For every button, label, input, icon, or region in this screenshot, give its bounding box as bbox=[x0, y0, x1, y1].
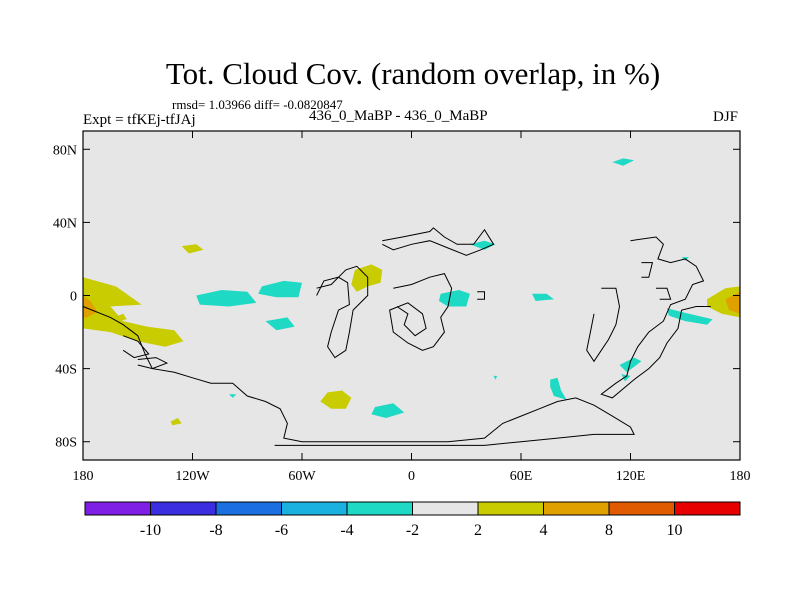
x-tick-label-4: 60E bbox=[510, 469, 533, 484]
coastline-8 bbox=[586, 287, 621, 363]
anomaly-region-10 bbox=[258, 280, 302, 298]
colorbar-bin-4 bbox=[346, 501, 413, 516]
colorbar-bin-9 bbox=[674, 501, 741, 516]
map-subtitle: 436_0_MaBP - 436_0_MaBP bbox=[309, 108, 488, 124]
coastline-10 bbox=[477, 291, 485, 300]
anomaly-region-22 bbox=[493, 375, 498, 380]
anomaly-region-8 bbox=[725, 291, 740, 314]
y-axis: 80N 40N 0 40S 80S bbox=[53, 143, 740, 451]
coastline-4 bbox=[382, 227, 495, 256]
anomaly-region-11 bbox=[265, 317, 295, 331]
x-tick-label-3: 0 bbox=[408, 469, 415, 484]
colorbar-bin-8 bbox=[608, 501, 675, 516]
stats-line: rmsd= 1.03966 diff= -0.0820847 bbox=[172, 97, 343, 112]
colorbar-label-4: -2 bbox=[406, 522, 419, 539]
anomaly-region-6 bbox=[351, 264, 383, 292]
anomaly-region-19 bbox=[619, 357, 642, 373]
experiment-label: Expt = tfKEj-tfJAj bbox=[83, 112, 196, 128]
colorbar-label-2: -6 bbox=[275, 522, 288, 539]
y-tick-label-3: 40S bbox=[55, 363, 77, 378]
coastline-6 bbox=[600, 236, 711, 399]
anomaly-region-12 bbox=[469, 240, 496, 250]
x-tick-label-0: 180 bbox=[73, 469, 94, 484]
colorbar: -10 -8 -6 -4 -2 2 4 8 10 bbox=[84, 501, 741, 539]
colorbar-bin-5 bbox=[412, 501, 479, 516]
map-background bbox=[83, 131, 740, 460]
colorbar-bin-2 bbox=[215, 501, 282, 516]
coastlines bbox=[82, 227, 711, 446]
anomaly-region-15 bbox=[612, 158, 635, 166]
colorbar-label-8: 10 bbox=[667, 522, 683, 539]
coastline-3 bbox=[316, 265, 369, 359]
anomaly-region-16 bbox=[667, 308, 713, 325]
colorbar-label-3: -4 bbox=[340, 522, 353, 539]
anomaly-region-0 bbox=[83, 277, 184, 347]
colorbar-label-6: 4 bbox=[540, 522, 548, 539]
anomaly-region-4 bbox=[170, 418, 182, 426]
y-tick-label-2: 0 bbox=[70, 290, 77, 305]
x-tick-label-6: 180 bbox=[730, 469, 751, 484]
anomaly-region-13 bbox=[438, 290, 470, 307]
colorbar-bin-3 bbox=[281, 501, 348, 516]
colorbar-bin-1 bbox=[150, 501, 217, 516]
anomaly-region-20 bbox=[621, 374, 631, 382]
colorbar-label-1: -8 bbox=[209, 522, 222, 539]
anomaly-regions bbox=[83, 158, 740, 426]
season-label: DJF bbox=[712, 109, 738, 125]
y-tick-label-4: 80S bbox=[55, 436, 77, 451]
coastline-1 bbox=[122, 335, 150, 359]
anomaly-region-3 bbox=[181, 244, 204, 254]
anomaly-region-5 bbox=[320, 390, 352, 409]
colorbar-label-7: 8 bbox=[605, 522, 613, 539]
anomaly-region-17 bbox=[371, 403, 405, 418]
colorbar-bin-6 bbox=[477, 501, 544, 516]
anomaly-region-1 bbox=[83, 295, 98, 318]
anomaly-region-18 bbox=[550, 377, 567, 400]
coastline-0 bbox=[82, 306, 635, 446]
coastline-7 bbox=[641, 262, 654, 278]
anomaly-region-9 bbox=[196, 290, 257, 307]
colorbar-bin-0 bbox=[84, 501, 151, 516]
x-tick-label-1: 120W bbox=[175, 469, 210, 484]
coastline-9 bbox=[656, 287, 672, 300]
x-axis: 180 120W 60W 0 60E 120E 180 bbox=[73, 131, 751, 484]
colorbar-label-5: 2 bbox=[474, 522, 482, 539]
anomaly-region-14 bbox=[532, 293, 554, 301]
x-tick-label-2: 60W bbox=[288, 469, 316, 484]
anomaly-region-2 bbox=[114, 313, 127, 322]
x-tick-label-5: 120E bbox=[616, 469, 646, 484]
colorbar-bin-7 bbox=[543, 501, 610, 516]
anomaly-region-23 bbox=[229, 394, 237, 398]
coastline-5 bbox=[389, 273, 453, 351]
y-tick-label-1: 40N bbox=[53, 216, 77, 231]
coastline-2 bbox=[137, 357, 169, 370]
colorbar-label-0: -10 bbox=[140, 522, 161, 539]
y-tick-label-0: 80N bbox=[53, 143, 77, 158]
map-title: Tot. Cloud Cov. (random overlap, in %) bbox=[165, 56, 661, 91]
